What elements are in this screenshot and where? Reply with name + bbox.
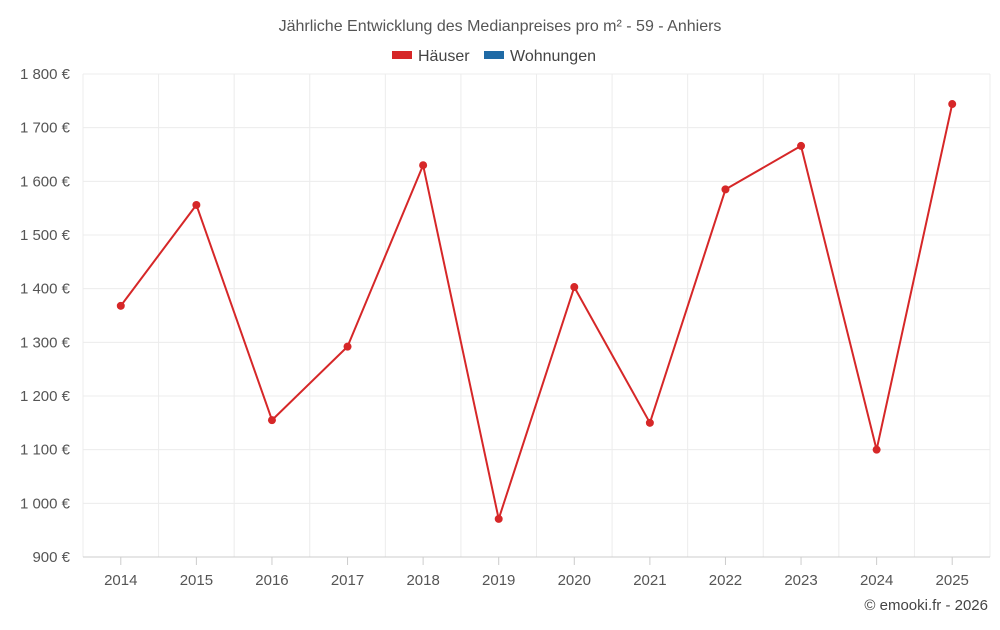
data-point[interactable]	[645, 418, 654, 427]
legend-label-wohnungen: Wohnungen	[510, 48, 596, 65]
y-tick-label: 900 €	[32, 549, 70, 566]
x-tick-label: 2023	[784, 572, 817, 589]
x-tick-label: 2015	[180, 572, 213, 589]
x-tick-label: 2019	[482, 572, 515, 589]
data-point[interactable]	[797, 141, 806, 150]
x-tick-label: 2024	[860, 572, 893, 589]
y-tick-label: 1 800 €	[20, 66, 71, 83]
legend-swatch-wohnungen	[484, 51, 504, 59]
y-tick-label: 1 700 €	[20, 120, 71, 137]
grid	[82, 73, 991, 558]
legend-item-wohnungen[interactable]: Wohnungen	[484, 48, 596, 65]
data-point[interactable]	[721, 185, 730, 194]
y-tick-label: 1 600 €	[20, 173, 71, 190]
data-point[interactable]	[192, 200, 201, 209]
y-tick-label: 1 200 €	[20, 388, 71, 405]
x-axis: 2014 2015 2016 2017 2018 2019 2020 2021 2022 2023…	[83, 556, 990, 589]
x-tick-label: 2022	[709, 572, 742, 589]
x-tick-label: 2016	[255, 572, 288, 589]
chart-title: Jährliche Entwicklung des Medianpreises …	[279, 18, 722, 35]
legend-item-haeuser[interactable]: Häuser	[392, 48, 470, 65]
x-tick-label: 2021	[633, 572, 666, 589]
data-point[interactable]	[570, 283, 579, 292]
series-line-0	[119, 103, 954, 520]
y-axis: 900 € 1 000 € 1 100 € 1 200 € 1 300 € 1 400 €…	[20, 66, 71, 566]
legend-label-haeuser: Häuser	[418, 48, 470, 65]
x-tick-label: 2017	[331, 572, 364, 589]
data-point[interactable]	[494, 514, 503, 523]
series-layer	[116, 100, 957, 523]
data-point[interactable]	[116, 301, 125, 310]
x-tick-label: 2020	[558, 572, 591, 589]
x-tick-label: 2018	[406, 572, 439, 589]
x-tick-label: 2014	[104, 572, 137, 589]
data-point[interactable]	[419, 161, 428, 170]
data-point[interactable]	[343, 342, 352, 351]
y-tick-label: 1 400 €	[20, 281, 71, 298]
y-tick-label: 1 000 €	[20, 495, 71, 512]
y-tick-label: 1 500 €	[20, 227, 71, 244]
legend-swatch-haeuser	[392, 51, 412, 59]
legend: Häuser Wohnungen	[392, 48, 596, 65]
data-point[interactable]	[872, 445, 881, 454]
data-point[interactable]	[267, 416, 276, 425]
credit-text: © emooki.fr - 2026	[864, 597, 988, 614]
data-point[interactable]	[948, 100, 957, 109]
y-tick-label: 1 300 €	[20, 334, 71, 351]
y-tick-label: 1 100 €	[20, 442, 71, 459]
x-tick-label: 2025	[936, 572, 969, 589]
